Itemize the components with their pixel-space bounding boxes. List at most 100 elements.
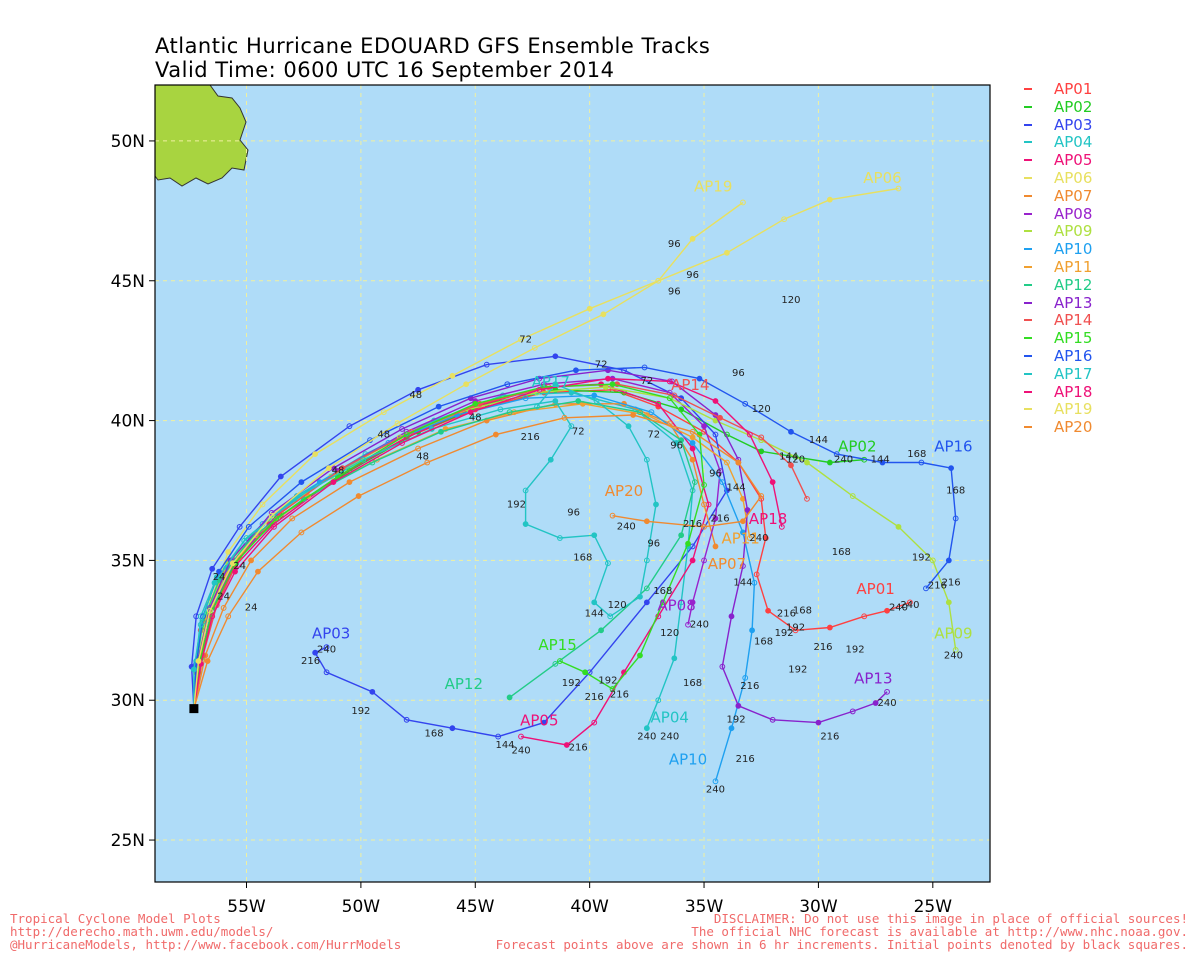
- forecast-hour-label: 192: [845, 645, 864, 656]
- track-point: [653, 501, 659, 508]
- track-point: [273, 515, 280, 522]
- track-point: [792, 627, 799, 634]
- track-point: [492, 431, 499, 438]
- forecast-hour-label: 72: [595, 359, 608, 370]
- legend-swatch: [1024, 248, 1032, 251]
- track-point: [701, 501, 707, 508]
- lon-tick-label: 30W: [799, 897, 838, 917]
- track-point: [689, 440, 696, 446]
- track-point: [609, 512, 616, 519]
- legend-item-ap17: AP17: [1020, 365, 1190, 383]
- track-point: [849, 708, 856, 715]
- track-point: [728, 613, 735, 620]
- track-point: [506, 694, 513, 701]
- track-point: [673, 440, 680, 446]
- legend-label: AP09: [1054, 222, 1093, 241]
- ensemble-tracks: [188, 185, 959, 785]
- forecast-hour-label: 216: [740, 681, 759, 692]
- legend-label: AP17: [1054, 364, 1093, 383]
- track-point: [696, 375, 703, 382]
- forecast-hour-label: 192: [912, 552, 931, 563]
- track-point: [945, 599, 952, 606]
- legend-swatch: [1024, 230, 1032, 233]
- track-point: [586, 305, 593, 312]
- track-point: [907, 599, 913, 606]
- track-point: [522, 395, 529, 402]
- track-point: [197, 621, 204, 628]
- legend-item-ap20: AP20: [1020, 418, 1190, 436]
- legend-label: AP12: [1054, 275, 1093, 294]
- track-point: [655, 697, 662, 704]
- forecast-hour-label: 216: [928, 580, 947, 591]
- track-point: [552, 660, 559, 667]
- forecast-hour-label: 240: [706, 785, 725, 796]
- track-point: [666, 378, 673, 385]
- forecast-hour-label: 168: [425, 729, 444, 740]
- credits-line-1: Tropical Cyclone Model Plots: [10, 911, 221, 926]
- legend-swatch: [1024, 390, 1032, 393]
- forecast-hour-label: 168: [793, 606, 812, 617]
- track-point: [598, 627, 604, 634]
- initial-position-marker: [189, 704, 199, 714]
- legend-label: AP04: [1054, 133, 1093, 152]
- forecast-hour-label: 120: [660, 628, 679, 639]
- forecast-hour-label: 144: [809, 435, 828, 446]
- track-label-ap01: AP01: [856, 580, 894, 598]
- track-point: [403, 431, 410, 438]
- forecast-hour-label: 240: [878, 698, 897, 709]
- track-point: [630, 412, 637, 418]
- forecast-hour-label: 216: [711, 513, 730, 524]
- track-point: [742, 400, 749, 407]
- lon-tick-label: 25W: [914, 897, 953, 917]
- lat-tick-label: 45N: [111, 272, 145, 292]
- track-point: [241, 537, 248, 544]
- forecast-hour-label: 192: [351, 706, 370, 717]
- credits-url-link[interactable]: http://derecho.math.uwm.edu/models/: [10, 924, 274, 939]
- track-point: [685, 621, 691, 628]
- track-point: [751, 579, 758, 586]
- legend-swatch: [1024, 301, 1032, 304]
- legend-label: AP13: [1054, 293, 1093, 312]
- forecast-hour-label: 96: [647, 538, 660, 549]
- track-point: [712, 778, 719, 785]
- track-point: [289, 515, 296, 522]
- track-point: [607, 613, 614, 620]
- track-point: [952, 515, 959, 522]
- track-point: [312, 649, 319, 656]
- track-point: [277, 473, 284, 480]
- legend-label: AP10: [1054, 240, 1093, 259]
- track-point: [449, 725, 456, 732]
- track-point: [826, 624, 833, 631]
- track-point: [689, 428, 696, 435]
- legend-item-ap18: AP18: [1020, 383, 1190, 401]
- forecast-hour-label: 192: [598, 675, 617, 686]
- track-point: [522, 487, 529, 494]
- legend-swatch: [1024, 372, 1032, 375]
- credits-social-link[interactable]: @HurricaneModels, http://www.facebook.co…: [10, 937, 402, 952]
- track-point: [463, 381, 470, 388]
- track-point: [804, 495, 810, 502]
- track-label-ap16: AP16: [934, 437, 972, 455]
- legend-item-ap05: AP05: [1020, 151, 1190, 169]
- track-point: [369, 688, 376, 695]
- track-point: [248, 557, 254, 564]
- track-point: [591, 532, 598, 539]
- track-point: [360, 456, 367, 463]
- legend-label: AP15: [1054, 329, 1093, 348]
- legend-label: AP14: [1054, 311, 1093, 330]
- legend-label: AP08: [1054, 204, 1093, 223]
- track-point: [259, 501, 266, 508]
- legend-swatch: [1024, 337, 1032, 340]
- legend-item-ap10: AP10: [1020, 240, 1190, 258]
- forecast-hour-label: 24: [213, 572, 226, 583]
- legend-label: AP05: [1054, 151, 1093, 170]
- track-point: [833, 451, 840, 458]
- forecast-hour-label: 192: [788, 664, 807, 675]
- forecast-hour-label: 216: [683, 519, 702, 530]
- track-point: [643, 725, 650, 732]
- track-label-ap19: AP19: [694, 177, 732, 195]
- track-point: [872, 700, 879, 706]
- forecast-hour-label: 168: [946, 485, 965, 496]
- forecast-hour-label: 120: [752, 404, 771, 415]
- track-point: [415, 386, 421, 393]
